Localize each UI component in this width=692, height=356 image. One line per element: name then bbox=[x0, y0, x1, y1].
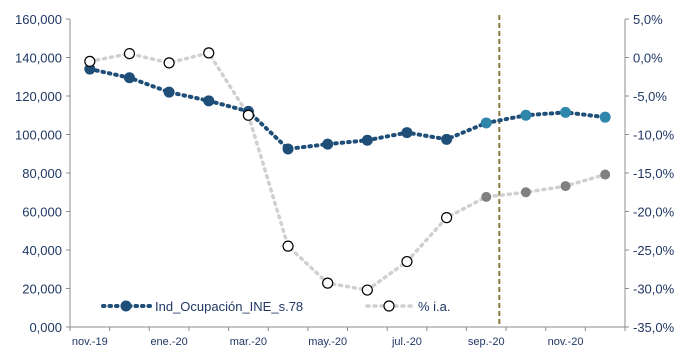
ocupacion-point bbox=[282, 143, 294, 155]
left-tick-label: 160,000 bbox=[15, 12, 62, 27]
right-tick-label: -35,0% bbox=[633, 320, 675, 335]
ocupacion-point bbox=[441, 133, 453, 145]
left-tick-label: 80,000 bbox=[22, 166, 62, 181]
right-tick-label: -15,0% bbox=[633, 166, 675, 181]
ia-point bbox=[203, 47, 215, 59]
x-tick-label: may.-20 bbox=[308, 336, 347, 348]
right-tick-label: -30,0% bbox=[633, 282, 675, 297]
ia-point bbox=[600, 169, 611, 180]
ia-point bbox=[520, 187, 531, 198]
x-tick-label: jul.-20 bbox=[391, 336, 422, 348]
right-tick-label: 5,0% bbox=[633, 12, 663, 27]
right-tick-label: 0,0% bbox=[633, 51, 663, 66]
ocupacion-point bbox=[163, 86, 175, 98]
legend-ocupacion-marker bbox=[120, 300, 132, 312]
ocupacion-point bbox=[599, 111, 611, 123]
x-tick-label: nov.-20 bbox=[548, 336, 584, 348]
left-tick-label: 40,000 bbox=[22, 243, 62, 258]
ia-point bbox=[481, 191, 492, 202]
ia-point bbox=[560, 181, 571, 192]
right-tick-label: -5,0% bbox=[633, 89, 667, 104]
x-tick-label: ene.-20 bbox=[150, 336, 187, 348]
legend-ia-label: % i.a. bbox=[418, 299, 451, 314]
ia-point bbox=[282, 240, 294, 252]
left-tick-label: 20,000 bbox=[22, 282, 62, 297]
ia-series-line bbox=[88, 50, 607, 292]
ia-point bbox=[361, 284, 373, 296]
ocupacion-point bbox=[520, 109, 532, 121]
ocupacion-point bbox=[84, 63, 96, 75]
left-tick-label: 0,000 bbox=[29, 320, 62, 335]
left-tick-label: 100,000 bbox=[15, 128, 62, 143]
ocupacion-point bbox=[361, 134, 373, 146]
x-tick-label: nov.-19 bbox=[72, 336, 108, 348]
right-tick-label: -10,0% bbox=[633, 128, 675, 143]
left-tick-label: 120,000 bbox=[15, 89, 62, 104]
right-tick-label: -25,0% bbox=[633, 243, 675, 258]
x-tick-label: mar.-20 bbox=[230, 336, 267, 348]
legend-ia-marker bbox=[383, 300, 395, 312]
ocupacion-point bbox=[560, 106, 572, 118]
ia-point bbox=[322, 277, 334, 289]
right-tick-label: -20,0% bbox=[633, 205, 675, 220]
left-tick-label: 140,000 bbox=[15, 51, 62, 66]
left-tick-label: 60,000 bbox=[22, 205, 62, 220]
ocupacion-series-line bbox=[87, 67, 608, 152]
ocupacion-point bbox=[401, 127, 413, 139]
ocupacion-point bbox=[322, 138, 334, 150]
ocupacion-point bbox=[203, 95, 215, 107]
legend-ocupacion-label: Ind_Ocupación_INE_s.78 bbox=[155, 299, 303, 314]
ia-point bbox=[401, 255, 413, 268]
x-tick-label: sep.-20 bbox=[468, 336, 505, 348]
ia-point bbox=[163, 57, 175, 69]
ocupacion-point bbox=[480, 117, 492, 129]
ia-point bbox=[242, 109, 254, 121]
ia-point bbox=[441, 212, 453, 224]
ia-point bbox=[84, 55, 96, 67]
ia-point bbox=[123, 48, 136, 60]
ocupacion-point bbox=[123, 72, 135, 84]
